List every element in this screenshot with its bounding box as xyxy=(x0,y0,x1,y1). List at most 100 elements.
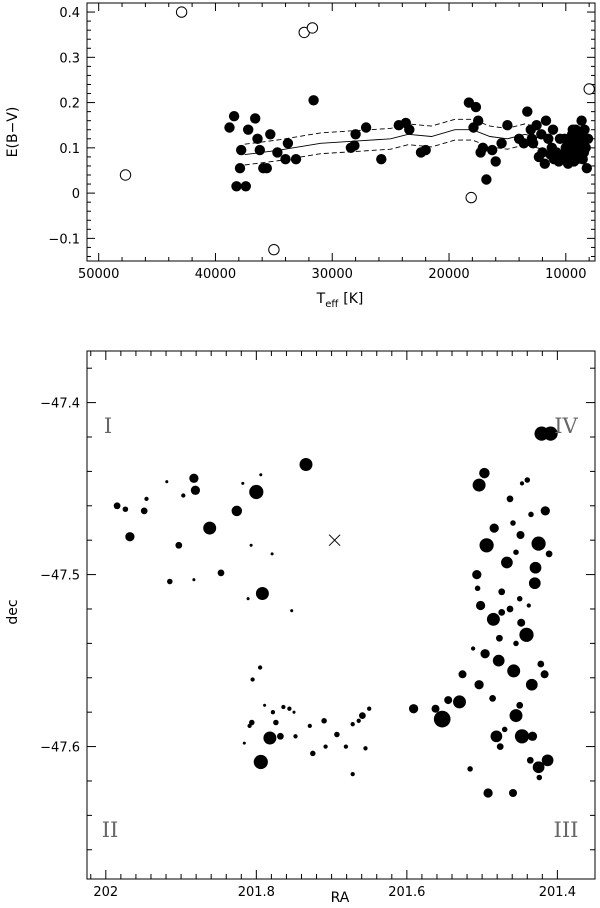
star-position-point xyxy=(480,649,490,659)
star-position-point xyxy=(531,536,546,551)
star-position-point xyxy=(350,771,355,777)
filled-data-point xyxy=(570,124,581,135)
star-position-point xyxy=(492,654,505,667)
star-position-point xyxy=(496,743,504,750)
star-position-point xyxy=(490,730,503,743)
filled-data-point xyxy=(240,181,251,192)
cluster-center-marker xyxy=(328,534,341,547)
star-position-point xyxy=(519,627,534,642)
filled-data-point xyxy=(539,158,550,169)
filled-data-point xyxy=(272,147,283,158)
bottom-x-tick-label: 202 xyxy=(93,885,118,900)
star-position-point xyxy=(125,532,135,542)
star-position-point xyxy=(231,505,243,517)
model-curve-mean xyxy=(244,129,543,156)
star-position-point xyxy=(192,578,196,582)
filled-data-point xyxy=(228,111,240,122)
star-position-point xyxy=(253,754,268,770)
star-position-point xyxy=(343,744,349,749)
quadrant-label-i: I xyxy=(104,414,112,438)
star-position-point xyxy=(541,754,554,767)
filled-data-point xyxy=(236,144,247,156)
bottom-x-axis-label: RA xyxy=(331,890,350,906)
star-position-point xyxy=(249,484,264,500)
top-y-tick-label: −0.1 xyxy=(48,232,80,247)
filled-data-point xyxy=(490,156,501,167)
star-position-point xyxy=(270,552,274,556)
top-x-tick-label: 20000 xyxy=(428,267,469,282)
bottom-x-tick-label: 201.6 xyxy=(388,885,425,900)
star-position-point xyxy=(431,704,440,713)
filled-data-point xyxy=(543,133,554,144)
open-data-point xyxy=(268,244,280,256)
star-position-point xyxy=(506,495,514,503)
filled-data-point xyxy=(579,124,590,135)
star-position-point xyxy=(474,680,484,690)
star-position-point xyxy=(250,677,255,682)
star-position-point xyxy=(524,477,531,483)
star-position-point xyxy=(479,538,494,553)
star-position-point xyxy=(479,467,490,479)
star-position-point xyxy=(167,578,173,585)
filled-data-point xyxy=(404,124,415,135)
star-position-point xyxy=(526,756,534,764)
star-position-point xyxy=(144,496,149,502)
top-y-tick-label: 0.3 xyxy=(59,51,80,66)
top-x-axis-label: Teff [K] xyxy=(316,291,364,310)
bottom-x-tick-label: 201.8 xyxy=(238,885,275,900)
open-data-point xyxy=(465,191,477,204)
top-y-tick-label: 0.4 xyxy=(59,6,80,21)
star-position-point xyxy=(528,577,541,590)
filled-data-point xyxy=(350,129,361,140)
filled-data-point xyxy=(252,133,263,144)
star-position-point xyxy=(475,600,486,611)
filled-data-point xyxy=(565,154,577,165)
open-data-point xyxy=(306,22,319,34)
filled-data-point xyxy=(576,115,587,126)
top-x-tick-label: 40000 xyxy=(195,267,236,282)
top-y-tick-label: 0 xyxy=(72,187,80,202)
star-position-point xyxy=(249,719,255,726)
filled-data-point xyxy=(349,140,360,151)
star-position-point xyxy=(356,718,361,723)
star-position-point xyxy=(247,723,252,729)
star-position-point xyxy=(299,458,313,471)
star-position-point xyxy=(528,511,534,518)
star-position-point xyxy=(363,746,368,751)
star-position-point xyxy=(175,541,183,549)
filled-data-point xyxy=(224,122,235,133)
bottom-y-tick-label: −47.4 xyxy=(40,397,80,412)
star-position-point xyxy=(516,595,523,602)
star-position-point xyxy=(270,710,276,715)
star-position-point xyxy=(310,750,316,757)
filled-data-point xyxy=(537,147,548,158)
star-position-point xyxy=(292,710,296,714)
top-x-tick-label: 50000 xyxy=(78,267,119,282)
star-position-point xyxy=(489,523,499,533)
filled-data-point xyxy=(568,140,579,151)
star-position-point xyxy=(140,507,148,515)
star-position-point xyxy=(444,696,453,705)
open-data-point xyxy=(119,169,132,181)
filled-data-point xyxy=(582,133,594,144)
star-position-point xyxy=(290,609,294,613)
bottom-y-tick-label: −47.5 xyxy=(40,569,80,584)
filled-data-point xyxy=(265,129,276,140)
bottom-x-tick-label: 201.4 xyxy=(539,885,576,900)
center-cross-stroke xyxy=(328,534,341,547)
star-position-point xyxy=(359,712,366,719)
star-position-point xyxy=(489,695,496,702)
star-position-point xyxy=(467,766,473,772)
filled-data-point xyxy=(522,106,533,117)
top-x-tick-label: 30000 xyxy=(312,267,353,282)
star-position-point xyxy=(545,550,553,558)
star-position-point xyxy=(501,726,508,733)
filled-data-point xyxy=(243,124,254,135)
filled-data-point xyxy=(473,115,484,126)
star-position-point xyxy=(472,569,482,580)
star-position-point xyxy=(281,704,286,710)
filled-data-point xyxy=(261,163,272,174)
top-x-tick-label: 10000 xyxy=(545,267,586,282)
top-axis-ticks: 50000 40000 30000 20000 10000 −0.1 0 0.1 0.2 0.3 0… xyxy=(48,3,595,282)
